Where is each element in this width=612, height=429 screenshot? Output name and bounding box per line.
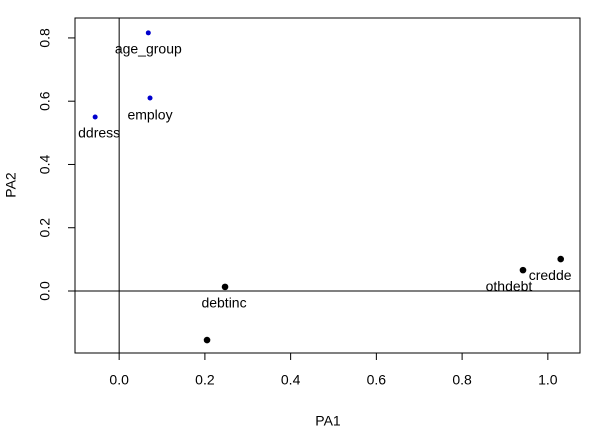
point [92,114,98,120]
point-label: othdebt [486,278,533,294]
plot-frame [74,17,581,354]
point [221,283,229,291]
x-tick-label: 1.0 [538,372,558,388]
y-axis-title: PA2 [3,172,19,198]
point-label: employ [127,107,172,123]
point [147,95,153,101]
y-tick-label: 0.4 [37,155,53,175]
y-tick-label: 0.8 [37,28,53,48]
point-label: ddress [78,125,120,141]
point [145,30,151,36]
x-tick-label: 0.2 [195,372,215,388]
point-label: age_group [115,41,182,57]
y-tick-label: 0.2 [37,218,53,238]
x-tick-label: 0.4 [281,372,301,388]
x-axis-title: PA1 [315,413,341,429]
y-tick-label: 0.0 [37,281,53,301]
point [203,336,211,344]
x-tick-label: 0.6 [367,372,387,388]
point [519,266,527,274]
y-tick-label: 0.6 [37,91,53,111]
point-label: credde [529,267,572,283]
x-tick-label: 0.0 [109,372,129,388]
x-tick-label: 0.8 [452,372,472,388]
point-label: debtinc [201,295,246,311]
point [557,255,565,263]
